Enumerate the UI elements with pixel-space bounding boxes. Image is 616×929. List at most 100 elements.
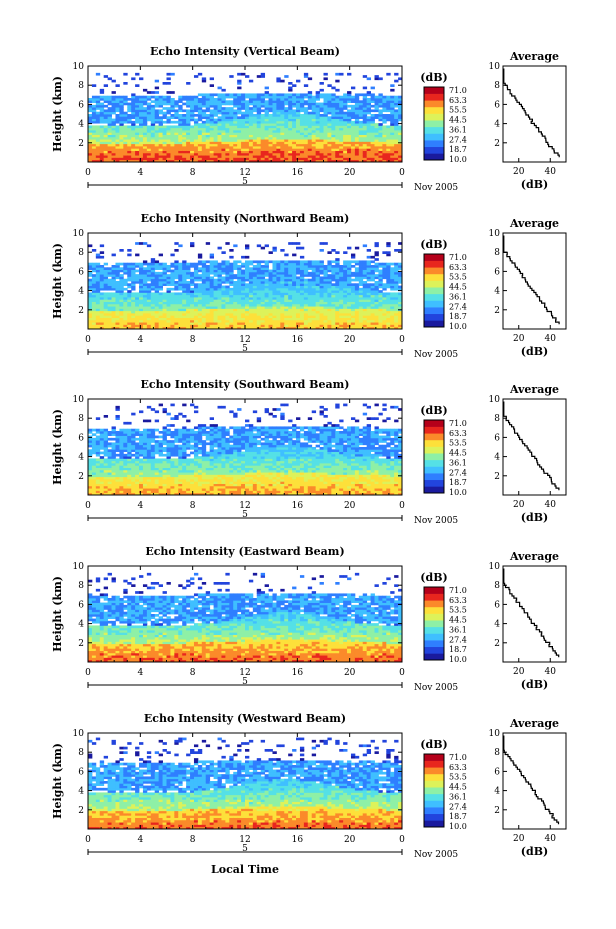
heatmap-cell xyxy=(307,324,313,328)
heatmap-cell xyxy=(123,269,128,273)
heatmap-cell xyxy=(91,310,97,314)
heatmap-cell xyxy=(99,485,105,489)
heatmap-cell xyxy=(280,152,285,156)
heatmap-cell xyxy=(229,141,234,145)
heatmap-cell xyxy=(115,315,120,318)
heatmap-cell xyxy=(162,274,167,277)
colorbar-frame xyxy=(423,253,445,328)
heatmap-cell xyxy=(99,155,105,158)
heatmap-cell xyxy=(354,283,360,286)
heatmap-cell xyxy=(190,301,195,305)
heatmap-cell xyxy=(292,326,297,330)
heatmap-cell xyxy=(374,104,379,108)
heatmap-cell xyxy=(88,324,93,328)
heatmap-cell xyxy=(343,317,348,321)
heatmap-cell xyxy=(197,148,203,151)
heatmap-cell xyxy=(131,100,136,103)
heatmap-cell xyxy=(237,317,242,321)
heatmap-cell xyxy=(347,281,352,284)
heatmap-cell xyxy=(354,292,360,296)
heatmap-cell xyxy=(256,276,262,280)
heatmap-cell xyxy=(390,102,395,106)
heatmap-cell xyxy=(162,95,167,99)
heatmap-cell xyxy=(178,143,183,147)
heatmap-cell xyxy=(135,84,140,87)
heatmap-cell xyxy=(382,297,387,300)
heatmap-cell xyxy=(362,139,368,142)
heatmap-cell xyxy=(150,123,156,126)
heatmap-cell xyxy=(131,127,136,131)
heatmap-cell xyxy=(319,322,324,325)
heatmap-cell xyxy=(91,136,97,140)
heatmap-cell xyxy=(115,159,120,163)
heatmap-cell xyxy=(311,265,317,268)
heatmap-cell xyxy=(268,287,273,291)
heatmap-cell xyxy=(268,114,273,117)
heatmap-cell xyxy=(296,290,301,293)
heatmap-cell xyxy=(382,326,387,330)
heatmap-cell xyxy=(307,77,313,81)
heatmap-cell xyxy=(119,116,124,119)
x-tick-label: 0 xyxy=(85,335,91,345)
heatmap-cell xyxy=(248,260,254,264)
heatmap-cell xyxy=(154,299,160,302)
heatmap-cell xyxy=(394,132,399,135)
heatmap-cell xyxy=(256,285,262,289)
heatmap-cell xyxy=(386,125,391,129)
heatmap-cell xyxy=(103,274,109,277)
heatmap-cell xyxy=(323,299,328,302)
heatmap-cell xyxy=(260,324,266,328)
heatmap-cell xyxy=(335,125,340,129)
heatmap-cell xyxy=(201,294,207,298)
heatmap-cell xyxy=(276,292,281,296)
heatmap-cell xyxy=(268,150,273,154)
heatmap-cell xyxy=(315,111,320,115)
heatmap-cell xyxy=(241,299,246,302)
heatmap-cell xyxy=(131,269,136,273)
heatmap-cell xyxy=(378,118,383,122)
heatmap-cell xyxy=(245,123,250,126)
heatmap-cell xyxy=(91,465,97,468)
heatmap-cell xyxy=(398,249,403,252)
heatmap-cell xyxy=(284,290,289,293)
heatmap-cell xyxy=(339,285,344,289)
heatmap-cell xyxy=(233,98,238,101)
heatmap-cell xyxy=(88,449,93,452)
heatmap-cell xyxy=(111,91,116,94)
heatmap-cell xyxy=(88,488,93,491)
heatmap-cell xyxy=(358,157,364,161)
heatmap-cell xyxy=(103,287,109,291)
heatmap-cell xyxy=(166,130,171,133)
heatmap-cell xyxy=(398,104,403,108)
heatmap-cell xyxy=(252,287,258,291)
heatmap-cell xyxy=(99,271,105,275)
heatmap-cell xyxy=(280,93,285,97)
heatmap-cell xyxy=(335,100,340,103)
heatmap-cell xyxy=(350,306,356,309)
heatmap-cell xyxy=(107,299,112,302)
heatmap-cell xyxy=(354,271,360,275)
heatmap-cell xyxy=(248,111,254,115)
heatmap-cell xyxy=(362,297,368,300)
heatmap-cell xyxy=(256,326,262,330)
heatmap-cell xyxy=(245,102,250,106)
heatmap-cell xyxy=(182,292,187,296)
heatmap-cell xyxy=(378,111,383,115)
heatmap-cell xyxy=(362,317,368,321)
heatmap-cell xyxy=(197,157,203,161)
heatmap-cell xyxy=(107,125,112,129)
heatmap-cell xyxy=(95,449,101,452)
heatmap-cell xyxy=(115,310,120,314)
heatmap-cell xyxy=(335,141,340,145)
heatmap-cell xyxy=(95,159,101,163)
heatmap-cell xyxy=(193,276,199,280)
heatmap-cell xyxy=(107,319,112,323)
heatmap-cell xyxy=(284,125,289,129)
heatmap-cell xyxy=(193,75,199,78)
heatmap-cell xyxy=(331,290,336,293)
heatmap-cell xyxy=(115,157,120,161)
heatmap-cell xyxy=(264,292,269,296)
heatmap-cell xyxy=(142,111,148,115)
heatmap-cell xyxy=(221,111,226,115)
heatmap-cell xyxy=(229,290,234,293)
